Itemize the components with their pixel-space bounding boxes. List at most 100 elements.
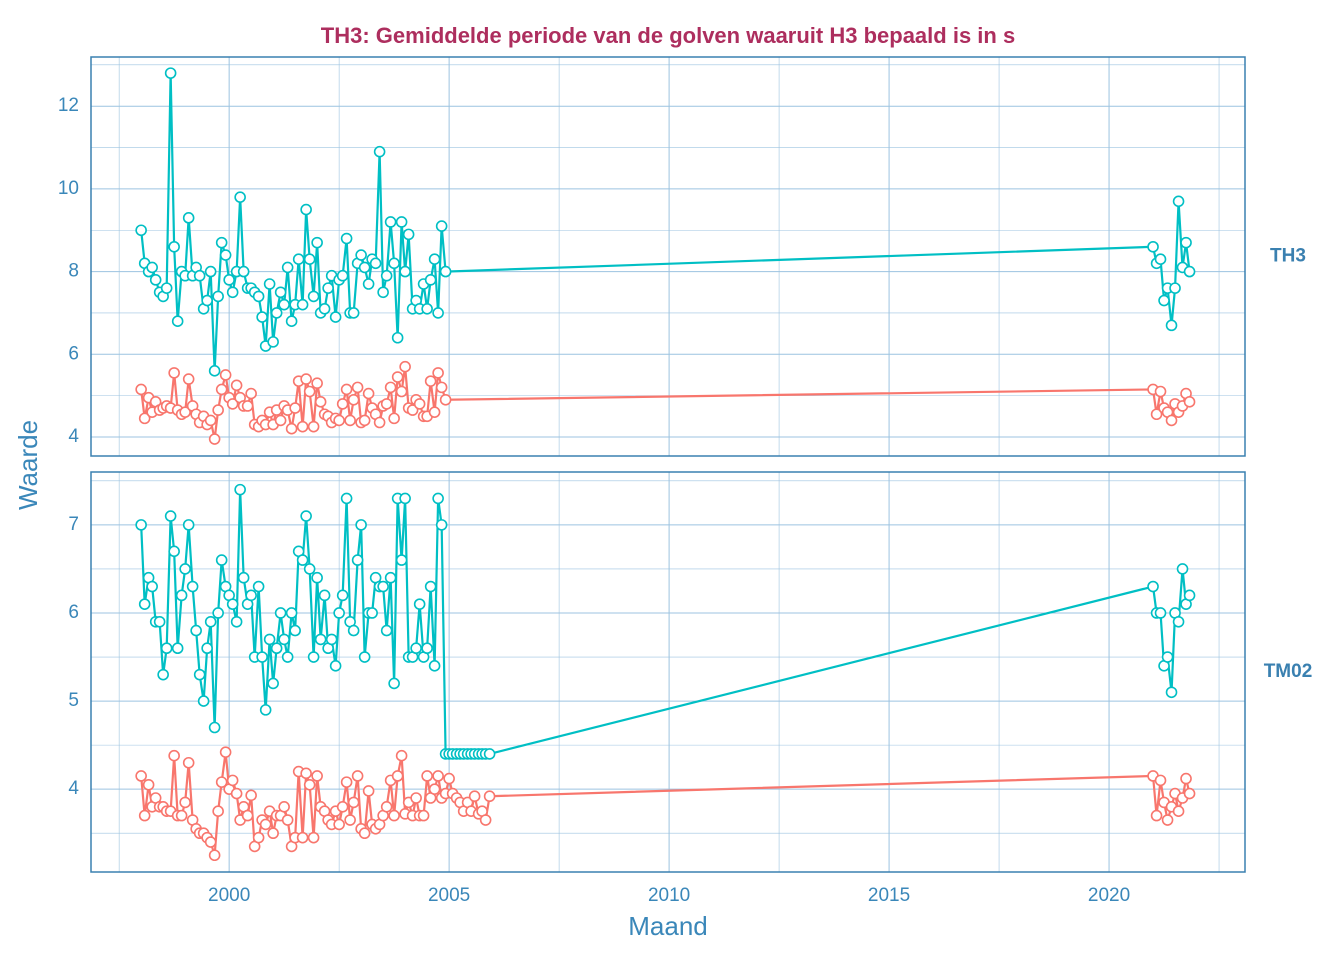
point <box>234 191 246 203</box>
point <box>424 375 437 387</box>
point <box>347 307 360 319</box>
point <box>351 381 364 394</box>
panel-border <box>90 471 1246 873</box>
point <box>358 827 371 840</box>
point <box>208 365 221 377</box>
y-tick-label: 8 <box>68 261 79 282</box>
point <box>226 774 239 787</box>
point <box>333 818 345 831</box>
point <box>351 554 364 566</box>
point <box>135 519 147 531</box>
point <box>355 249 367 261</box>
point <box>171 642 184 655</box>
point <box>212 404 224 416</box>
point <box>226 286 239 299</box>
point <box>399 265 411 278</box>
point <box>237 265 250 278</box>
point <box>219 369 232 381</box>
point <box>380 398 393 410</box>
point <box>424 274 437 286</box>
point <box>1183 265 1196 278</box>
point <box>340 383 353 396</box>
point <box>322 282 334 294</box>
point <box>366 607 378 619</box>
point <box>1154 774 1167 787</box>
point <box>384 216 397 228</box>
point <box>230 379 243 392</box>
point <box>435 220 448 232</box>
point <box>245 589 257 602</box>
point <box>179 796 191 809</box>
y-tick-label: 4 <box>68 778 79 799</box>
point <box>336 269 349 282</box>
point <box>215 776 228 788</box>
point <box>340 232 353 245</box>
point <box>241 809 254 822</box>
point <box>263 633 276 646</box>
point <box>1161 651 1174 663</box>
point <box>182 756 195 769</box>
point <box>362 387 375 400</box>
point <box>278 633 290 646</box>
facet-label: TH3 <box>1270 246 1306 267</box>
point <box>153 615 166 628</box>
point <box>300 510 312 522</box>
point <box>149 274 162 286</box>
point <box>432 770 444 782</box>
point <box>212 805 224 818</box>
point <box>395 749 408 762</box>
point <box>468 790 481 803</box>
point <box>443 772 455 785</box>
point <box>329 311 342 323</box>
facet-label: TM02 <box>1264 661 1313 682</box>
point <box>1147 580 1159 593</box>
point <box>314 633 327 646</box>
point <box>267 677 279 690</box>
point <box>362 278 375 290</box>
point <box>344 414 356 427</box>
point <box>377 286 389 299</box>
point <box>296 298 309 311</box>
point <box>351 770 364 782</box>
point <box>373 416 386 429</box>
point <box>413 398 426 410</box>
point <box>362 785 375 797</box>
x-axis-label: Maand <box>628 911 708 941</box>
point <box>208 433 221 445</box>
point <box>1161 814 1174 826</box>
point <box>267 827 279 840</box>
y-tick-label: 6 <box>68 602 79 623</box>
point <box>292 253 305 265</box>
point <box>421 642 433 655</box>
point <box>355 519 367 531</box>
point <box>300 373 312 385</box>
point <box>175 589 188 602</box>
point <box>318 589 331 602</box>
point <box>388 809 400 822</box>
point <box>432 492 444 505</box>
point <box>410 642 422 655</box>
point <box>439 265 452 278</box>
point <box>402 228 415 241</box>
point <box>311 377 323 390</box>
point <box>1147 240 1159 253</box>
point <box>358 261 371 274</box>
point <box>428 660 441 672</box>
point <box>274 286 287 299</box>
point <box>281 261 294 274</box>
x-tick-label: 2000 <box>208 885 250 906</box>
point <box>171 315 184 328</box>
point <box>160 282 173 294</box>
point <box>204 836 217 848</box>
point <box>300 767 312 780</box>
point <box>428 253 441 265</box>
point <box>296 831 309 844</box>
point <box>340 492 353 505</box>
point <box>432 307 444 319</box>
point <box>193 668 206 681</box>
point <box>278 801 290 813</box>
point <box>285 422 298 435</box>
point <box>380 801 393 813</box>
point <box>358 651 371 663</box>
point <box>278 298 290 311</box>
